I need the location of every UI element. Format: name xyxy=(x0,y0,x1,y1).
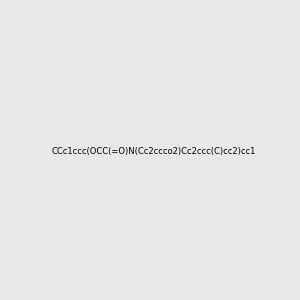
Text: CCc1ccc(OCC(=O)N(Cc2ccco2)Cc2ccc(C)cc2)cc1: CCc1ccc(OCC(=O)N(Cc2ccco2)Cc2ccc(C)cc2)c… xyxy=(52,147,256,156)
